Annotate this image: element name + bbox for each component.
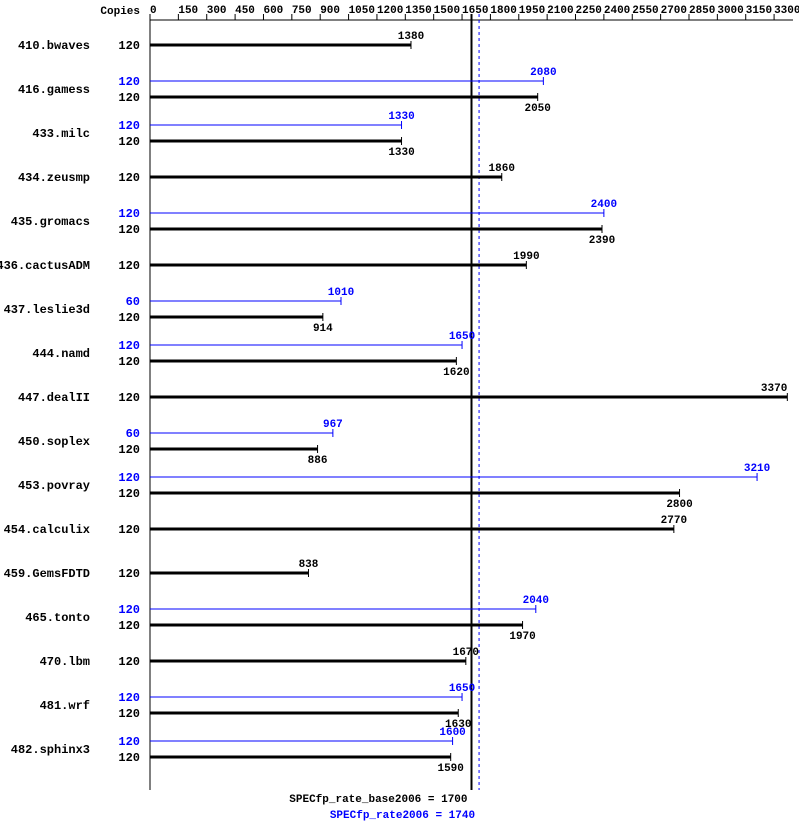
axis-tick-label: 1650 [462,5,488,17]
peak-copies: 120 [118,603,140,617]
axis-tick-label: 2850 [689,5,715,17]
benchmark-name: 410.bwaves [18,39,90,53]
base-value: 2390 [589,235,615,247]
peak-copies: 120 [118,207,140,221]
base-copies: 120 [118,707,140,721]
base-copies: 120 [118,355,140,369]
benchmark-name: 482.sphinx3 [11,743,90,757]
axis-tick-label: 300 [207,5,227,17]
benchmark-name: 453.povray [18,479,90,493]
base-value: 1860 [489,163,515,175]
reference-peak-label: SPECfp_rate2006 = 1740 [330,810,475,822]
base-copies: 120 [118,223,140,237]
base-copies: 120 [118,567,140,581]
peak-value: 1010 [328,287,354,299]
base-copies: 120 [118,523,140,537]
axis-tick-label: 3300 [774,5,799,17]
base-value: 2770 [661,515,687,527]
peak-value: 3210 [744,463,770,475]
axis-tick-label: 0 [150,5,157,17]
benchmark-name: 454.calculix [4,523,90,537]
base-value: 1970 [509,631,535,643]
peak-copies: 60 [126,427,140,441]
base-value: 886 [308,455,328,467]
peak-copies: 120 [118,735,140,749]
peak-value: 1650 [449,683,475,695]
axis-tick-label: 2250 [576,5,602,17]
base-value: 1670 [453,647,479,659]
axis-tick-label: 750 [292,5,312,17]
benchmark-name: 434.zeusmp [18,171,90,185]
benchmark-name: 436.cactusADM [0,259,90,273]
benchmark-name: 459.GemsFDTD [4,567,90,581]
peak-value: 1600 [439,727,465,739]
axis-tick-label: 150 [178,5,198,17]
base-copies: 120 [118,391,140,405]
axis-tick-label: 1350 [405,5,431,17]
base-copies: 120 [118,655,140,669]
base-copies: 120 [118,259,140,273]
axis-tick-label: 2100 [547,5,573,17]
axis-tick-label: 1200 [377,5,403,17]
base-copies: 120 [118,487,140,501]
base-copies: 120 [118,619,140,633]
peak-copies: 120 [118,119,140,133]
peak-value: 967 [323,419,343,431]
benchmark-name: 433.milc [32,127,90,141]
base-value: 2800 [666,499,692,511]
axis-tick-label: 600 [263,5,283,17]
benchmark-name: 435.gromacs [11,215,90,229]
benchmark-name: 416.gamess [18,83,90,97]
axis-tick-label: 3150 [746,5,772,17]
benchmark-name: 444.namd [32,347,90,361]
peak-value: 1650 [449,331,475,343]
axis-tick-label: 2400 [604,5,630,17]
peak-copies: 60 [126,295,140,309]
peak-copies: 120 [118,691,140,705]
peak-copies: 120 [118,471,140,485]
base-value: 1990 [513,251,539,263]
peak-value: 2400 [591,199,617,211]
benchmark-name: 481.wrf [40,699,90,713]
benchmark-name: 437.leslie3d [4,303,90,317]
base-value: 838 [299,559,319,571]
axis-tick-label: 2700 [661,5,687,17]
peak-copies: 120 [118,339,140,353]
axis-tick-label: 3000 [717,5,743,17]
axis-tick-label: 900 [320,5,340,17]
axis-tick-label: 2550 [632,5,658,17]
base-value: 914 [313,323,333,335]
axis-tick-label: 1950 [519,5,545,17]
benchmark-name: 470.lbm [40,655,90,669]
base-copies: 120 [118,311,140,325]
base-value: 1590 [437,763,463,775]
base-value: 1380 [398,31,424,43]
reference-base-label: SPECfp_rate_base2006 = 1700 [289,794,467,806]
base-value: 1620 [443,367,469,379]
benchmark-name: 447.dealII [18,391,90,405]
peak-value: 2080 [530,67,556,79]
peak-value: 2040 [523,595,549,607]
base-copies: 120 [118,751,140,765]
base-copies: 120 [118,443,140,457]
axis-tick-label: 1500 [434,5,460,17]
peak-copies: 120 [118,75,140,89]
copies-header: Copies [100,6,140,18]
spec-benchmark-chart: 0150300450600750900105012001350150016501… [0,0,799,831]
base-value: 2050 [524,103,550,115]
base-value: 1330 [388,147,414,159]
base-value: 3370 [761,383,787,395]
axis-tick-label: 1800 [490,5,516,17]
benchmark-name: 465.tonto [25,611,90,625]
base-copies: 120 [118,135,140,149]
axis-tick-label: 1050 [349,5,375,17]
axis-tick-label: 450 [235,5,255,17]
benchmark-name: 450.soplex [18,435,90,449]
base-copies: 120 [118,39,140,53]
peak-value: 1330 [388,111,414,123]
base-copies: 120 [118,91,140,105]
base-copies: 120 [118,171,140,185]
